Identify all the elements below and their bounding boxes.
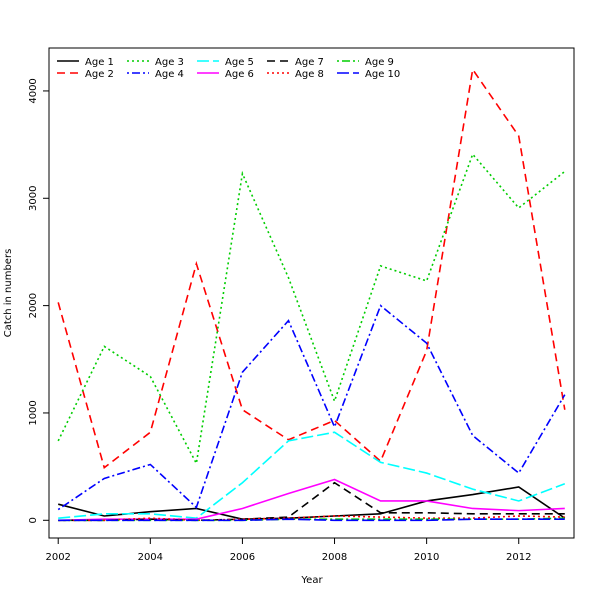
series-line-age-1 xyxy=(58,486,566,521)
x-tick-label: 2004 xyxy=(138,552,163,563)
series-line-age-7 xyxy=(58,481,565,522)
series-line-age-3 xyxy=(57,152,566,466)
legend-label: Age 4 xyxy=(155,69,184,80)
series-line-age-2 xyxy=(57,67,566,470)
y-tick-label: 0 xyxy=(28,517,39,523)
y-axis: 0 1000 2000 3000 4000 xyxy=(28,78,49,523)
series-line-age-10 xyxy=(58,518,565,522)
series-line-age-4 xyxy=(57,304,566,511)
legend-label: Age 5 xyxy=(225,57,254,68)
x-tick-label: 2012 xyxy=(506,552,531,563)
series-line-age-6 xyxy=(58,478,565,522)
plot-frame xyxy=(48,47,575,539)
legend-label: Age 8 xyxy=(295,69,324,80)
legend-label: Age 3 xyxy=(155,57,184,68)
y-tick-label: 3000 xyxy=(28,186,39,211)
legend-label: Age 2 xyxy=(85,69,114,80)
y-axis-title: Catch in numbers xyxy=(3,249,14,338)
x-tick-label: 2006 xyxy=(230,552,255,563)
y-tick-label: 4000 xyxy=(28,78,39,103)
x-tick-label: 2008 xyxy=(322,552,347,563)
y-tick-label: 2000 xyxy=(28,293,39,318)
x-axis: 2002 2004 2006 2008 2010 2012 xyxy=(45,538,531,563)
series-layer xyxy=(57,67,566,522)
legend-label: Age 10 xyxy=(365,69,400,80)
legend-label: Age 6 xyxy=(225,69,254,80)
x-axis-title: Year xyxy=(300,575,323,586)
x-tick-label: 2010 xyxy=(414,552,439,563)
legend-label: Age 9 xyxy=(365,57,394,68)
series-line-age-5 xyxy=(58,431,566,519)
y-tick-label: 1000 xyxy=(28,400,39,425)
x-tick-label: 2002 xyxy=(45,552,70,563)
legend-label: Age 1 xyxy=(85,57,114,68)
legend-label: Age 7 xyxy=(295,57,324,68)
